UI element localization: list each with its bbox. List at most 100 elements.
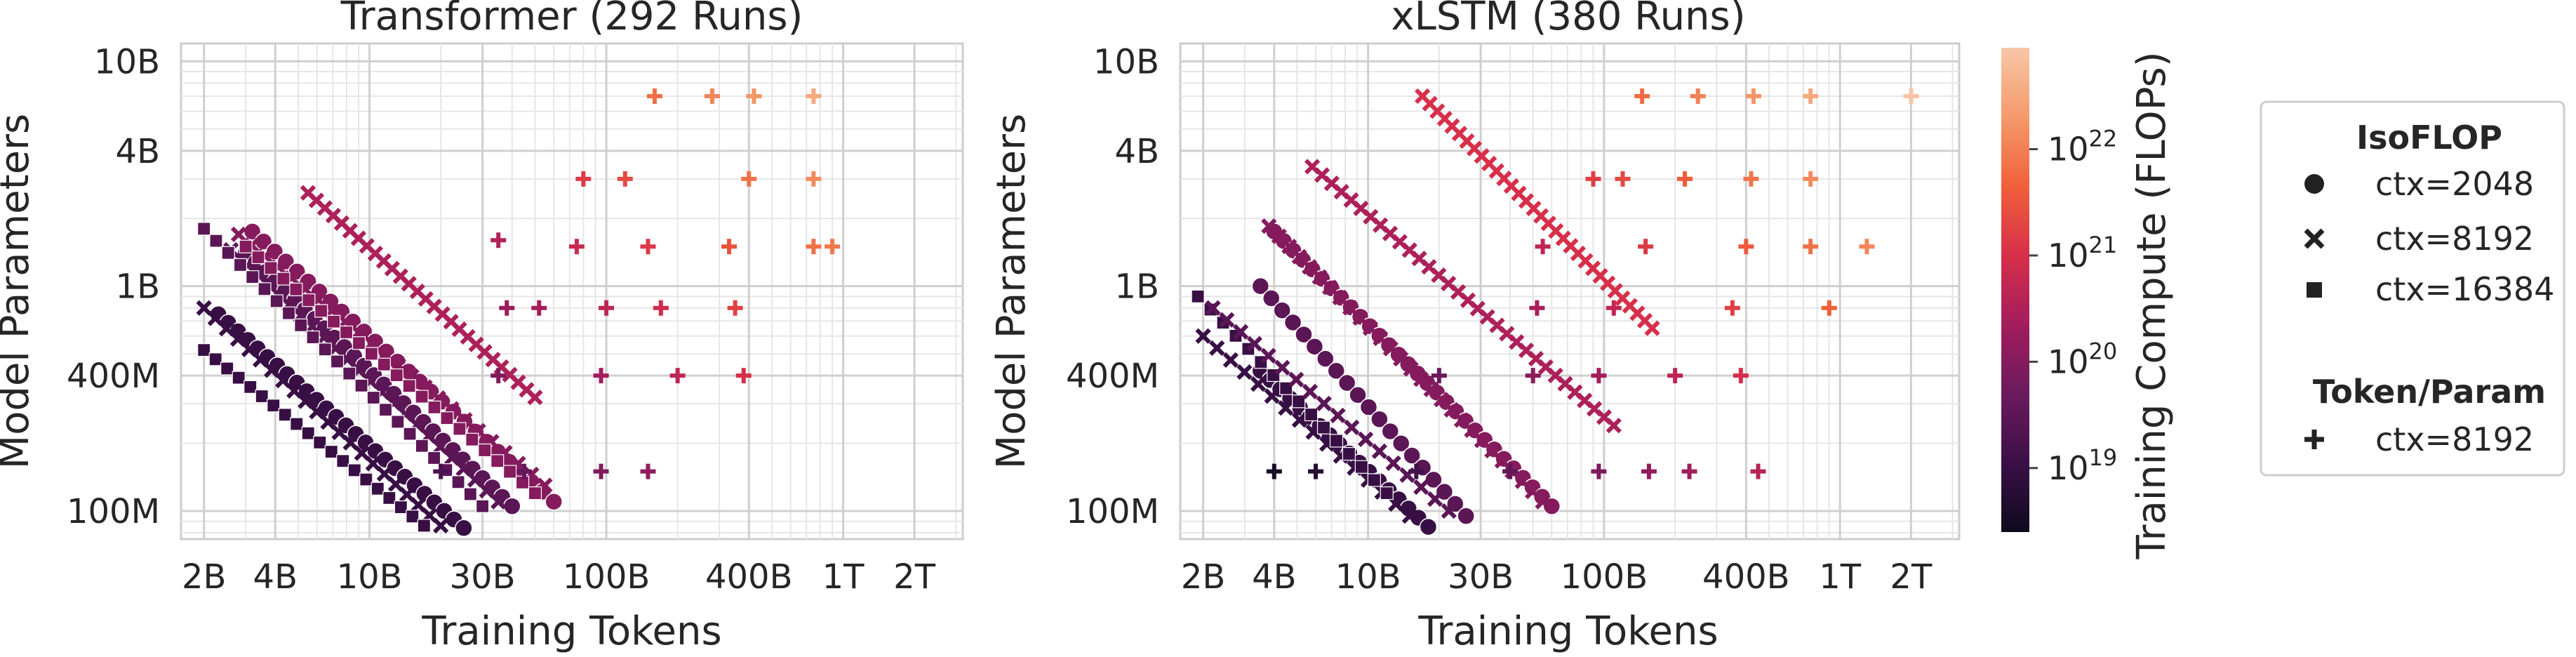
- data-point: [342, 434, 359, 451]
- data-point: [735, 368, 752, 384]
- data-point: [516, 463, 533, 479]
- data-point: [704, 88, 720, 104]
- data-point: [503, 497, 521, 515]
- data-point: [389, 368, 403, 383]
- data-point: [251, 250, 265, 265]
- data-point: [241, 341, 258, 357]
- data-point: [1344, 419, 1360, 435]
- legend-frame: [2260, 100, 2565, 477]
- colorbar-tick-label-2: 1021: [2048, 232, 2117, 274]
- data-point: [1316, 350, 1335, 368]
- x-tick-label: 2B: [182, 557, 226, 597]
- data-point: [243, 380, 258, 394]
- data-point: [336, 454, 350, 468]
- data-point: [276, 272, 291, 286]
- data-point: [1641, 463, 1657, 479]
- data-point: [314, 304, 328, 318]
- data-point: [209, 234, 223, 248]
- data-point: [306, 330, 320, 345]
- data-point: [1424, 470, 1443, 489]
- data-point: [1903, 88, 1919, 104]
- data-point: [1690, 88, 1706, 104]
- data-point: [1606, 418, 1622, 434]
- data-point: [1232, 324, 1249, 340]
- data-point: [318, 343, 332, 357]
- y-tick-label: 100M: [1066, 492, 1159, 531]
- data-point: [264, 362, 280, 378]
- data-point: [1821, 300, 1837, 316]
- data-point: [1274, 359, 1290, 376]
- data-point: [1535, 239, 1551, 255]
- data-point: [415, 439, 429, 453]
- legend-label-ctx2048: ctx=2048: [2375, 165, 2534, 203]
- data-point: [451, 475, 465, 489]
- xlstm-panel: xLSTM (380 Runs) 2B 4B 10B 30B 100B 400B 1T 2T 1…: [989, 0, 1961, 654]
- data-point: [1329, 434, 1344, 448]
- data-point: [1330, 407, 1346, 423]
- y-tick-label: 10B: [94, 42, 160, 81]
- colorbar-tick-label-1: 1020: [2048, 338, 2117, 380]
- data-point: [301, 426, 315, 440]
- data-point: [378, 403, 393, 417]
- data-point: [1677, 171, 1693, 187]
- data-point: [1431, 368, 1447, 384]
- colorbar-bar: [2001, 48, 2029, 532]
- data-point: [417, 519, 431, 533]
- data-point: [640, 463, 656, 479]
- data-point: [232, 371, 246, 385]
- isoflop-series-2: [197, 343, 431, 533]
- legend-item-ctx2048: ctx=2048: [2304, 165, 2534, 203]
- data-point: [265, 242, 284, 261]
- x-tick-label: 10B: [337, 557, 403, 597]
- data-point: [463, 487, 477, 501]
- x-tick-label: 400B: [1702, 557, 1790, 597]
- data-point: [197, 343, 211, 357]
- transformer-ticks: 2B 4B 10B 30B 100B 400B 1T 2T 100M 400M 1B 4B 10B: [67, 42, 936, 597]
- data-point: [352, 336, 366, 350]
- data-point: [1724, 300, 1740, 316]
- data-point: [1205, 300, 1221, 316]
- data-point: [1408, 463, 1424, 479]
- x-tick-label: 10B: [1335, 557, 1401, 597]
- data-point: [220, 361, 234, 376]
- data-point: [806, 171, 822, 187]
- data-point: [331, 424, 347, 441]
- data-point: [599, 300, 615, 316]
- data-point: [371, 482, 385, 496]
- colorbar-tick-label-3: 1022: [2048, 126, 2117, 168]
- data-point: [1738, 239, 1754, 255]
- data-point: [1266, 463, 1282, 479]
- data-point: [229, 331, 246, 347]
- colorbar-label: Training Compute (FLOPs): [2129, 51, 2175, 559]
- data-point: [267, 399, 281, 413]
- data-point: [490, 368, 507, 384]
- data-point: [746, 88, 762, 104]
- data-point: [406, 510, 420, 524]
- xlstm-ylabel: Model Parameters: [989, 114, 1034, 469]
- legend-label-ctx8192: ctx=8192: [2375, 220, 2534, 258]
- data-point: [309, 404, 325, 420]
- y-tick-label: 1B: [1115, 267, 1159, 307]
- data-point: [1246, 336, 1262, 352]
- xlstm-ticks: 2B 4B 10B 30B 100B 400B 1T 2T 100M 400M 1B 4B 10B: [1066, 42, 1933, 597]
- data-point: [528, 486, 542, 500]
- data-point: [1419, 517, 1438, 536]
- data-point: [316, 329, 332, 345]
- data-point: [1288, 371, 1304, 387]
- data-point: [527, 390, 543, 406]
- data-point: [1502, 463, 1519, 479]
- data-point: [1606, 300, 1622, 316]
- data-point: [342, 366, 356, 380]
- isoflop-series-7: [1304, 159, 1622, 434]
- data-point: [1591, 368, 1607, 384]
- data-point: [1750, 463, 1766, 479]
- data-point: [453, 422, 467, 436]
- legend-label-tokparam-ctx8192: ctx=8192: [2375, 420, 2534, 458]
- data-point: [499, 300, 515, 316]
- data-point: [230, 226, 247, 242]
- data-point: [1385, 455, 1401, 472]
- data-point: [1316, 395, 1332, 411]
- circle-icon: [2304, 174, 2324, 194]
- data-point: [478, 443, 492, 458]
